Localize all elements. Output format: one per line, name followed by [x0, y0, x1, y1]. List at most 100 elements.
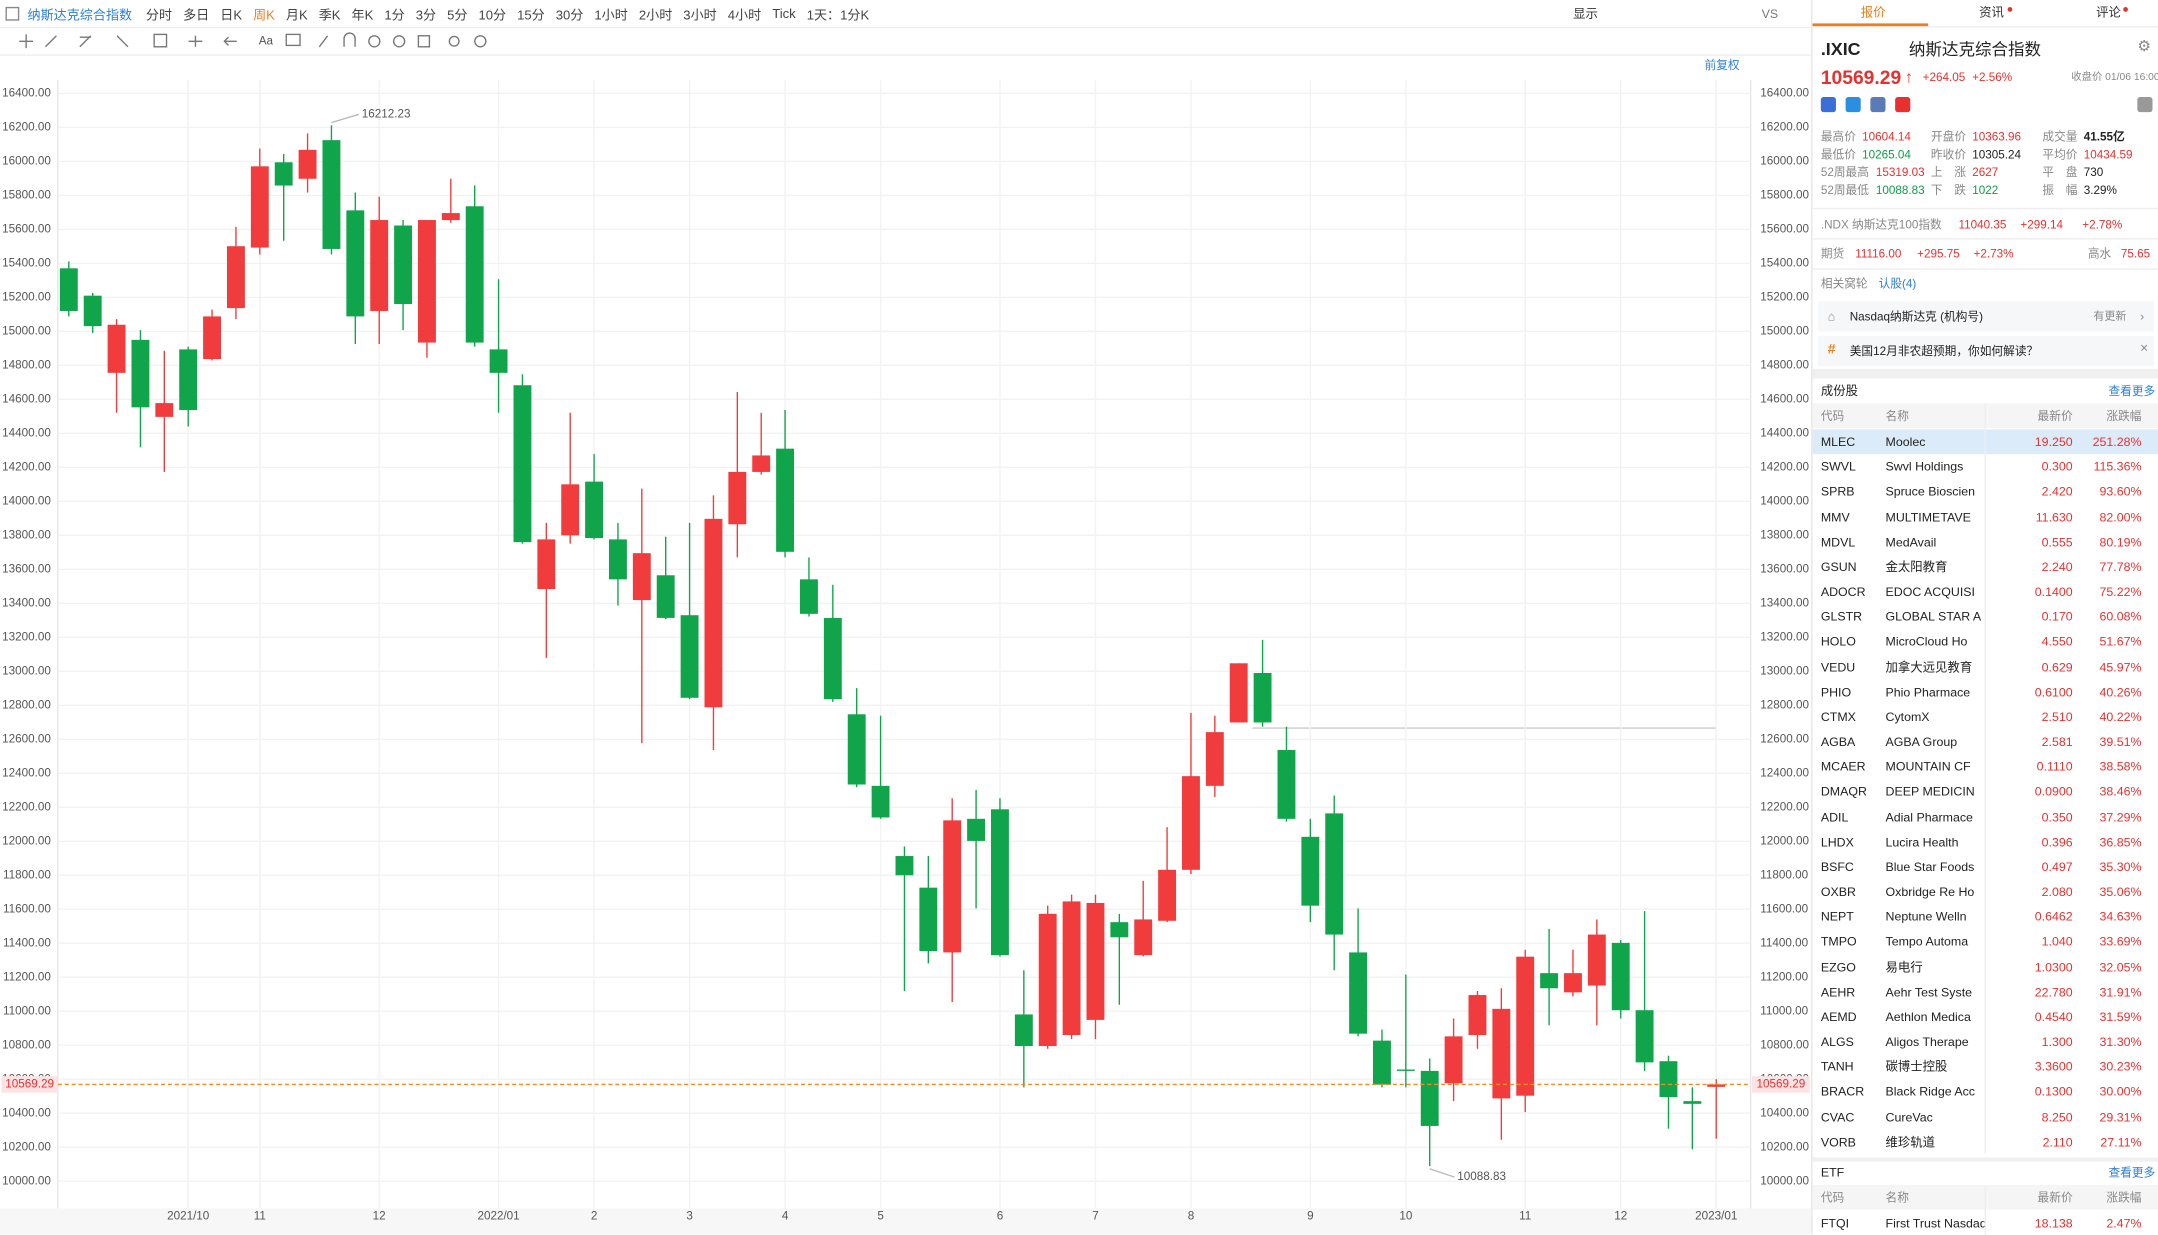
stock-name[interactable]: DEEP MEDICIN [1885, 784, 1975, 799]
futures-label[interactable]: 期货 [1820, 246, 1845, 261]
close-icon[interactable]: × [2140, 341, 2149, 357]
period-tab[interactable]: 3小时 [683, 8, 717, 24]
stock-name[interactable]: Tempo Automa [1885, 935, 1969, 949]
stock-code[interactable]: EZGO [1820, 960, 1856, 974]
stock-name[interactable]: First Trust Nasdaq [1885, 1216, 1985, 1231]
stock-name[interactable]: Black Ridge Acc [1885, 1085, 1976, 1099]
stock-code[interactable]: HOLO [1820, 634, 1856, 649]
panel-tab[interactable]: 评论 [2096, 5, 2121, 20]
period-tab[interactable]: 季K [318, 8, 341, 24]
stock-name[interactable]: Moolec [1885, 434, 1926, 449]
table-header[interactable]: 名称 [1885, 408, 1909, 423]
table-header[interactable]: 涨跌幅 [2106, 408, 2142, 423]
stock-code[interactable]: MCAER [1820, 759, 1866, 774]
stock-code[interactable]: AGBA [1820, 734, 1856, 749]
period-tab[interactable]: 周K [253, 8, 275, 24]
stock-name[interactable]: Blue Star Foods [1885, 860, 1975, 874]
stock-name[interactable]: Aehr Test Syste [1885, 985, 1973, 999]
stock-name[interactable]: Phio Pharmace [1885, 684, 1971, 699]
period-tab[interactable]: 2小时 [638, 8, 673, 24]
period-tab[interactable]: 1分 [384, 8, 405, 24]
separator[interactable] [1818, 301, 2154, 332]
bell-icon[interactable] [2137, 97, 2153, 113]
panel-tab[interactable]: 报价 [1860, 5, 1886, 20]
period-tab[interactable]: Tick [772, 6, 796, 22]
market-icon[interactable] [1845, 97, 1861, 113]
stock-code[interactable]: ALGS [1820, 1035, 1854, 1049]
table-header[interactable]: 涨跌幅 [2106, 1190, 2142, 1205]
stock-code[interactable]: FTQI [1820, 1216, 1850, 1231]
stock-name[interactable]: EDOC ACQUISI [1885, 584, 1975, 599]
display-menu[interactable]: 显示 [1573, 6, 1598, 21]
stock-code[interactable]: SWVL [1820, 459, 1856, 474]
stock-code[interactable]: NEPT [1820, 910, 1854, 924]
period-tab[interactable]: 多日 [183, 8, 210, 24]
stock-code[interactable]: DMAQR [1820, 784, 1867, 799]
instrument[interactable]: 纳斯达克综合指数 [27, 8, 133, 24]
market-icon[interactable] [1870, 97, 1886, 113]
period-tab[interactable]: 年K [351, 8, 374, 24]
stock-code[interactable]: VEDU [1820, 659, 1856, 674]
stock-code[interactable]: MDVL [1820, 534, 1856, 549]
stock-code[interactable]: PHIO [1820, 684, 1852, 699]
more-link[interactable]: 查看更多 [2108, 383, 2156, 398]
stock-name[interactable]: GLOBAL STAR A [1885, 609, 1982, 624]
adjust-label[interactable]: 前复权 [1705, 58, 1740, 72]
table-header[interactable]: 名称 [1885, 1190, 1909, 1205]
stock-name[interactable]: MOUNTAIN CF [1885, 759, 1971, 774]
stock-code[interactable]: VORB [1820, 1135, 1856, 1149]
stock-name[interactable]: 碳博士控股 [1885, 1060, 1948, 1074]
period-tab[interactable]: 10分 [478, 8, 507, 24]
more-link[interactable]: 查看更多 [2108, 1165, 2156, 1180]
ndx-label[interactable]: .NDX 纳斯达克100指数 [1820, 217, 1942, 232]
stock-name[interactable]: CureVac [1885, 1110, 1933, 1124]
stock-name[interactable]: Oxbridge Re Ho [1885, 885, 1975, 899]
stock-code[interactable]: MLEC [1820, 434, 1856, 449]
stock-name[interactable]: AGBA Group [1885, 734, 1958, 749]
table-header[interactable]: 代码 [1820, 408, 1845, 423]
stock-name[interactable]: Aethlon Medica [1885, 1010, 1971, 1024]
stock-code[interactable]: GLSTR [1820, 609, 1863, 624]
panel-tab[interactable]: 资讯 [1979, 5, 2004, 20]
stock-code[interactable]: GSUN [1820, 559, 1857, 574]
text-tool[interactable]: Aa [259, 34, 274, 47]
period-tab[interactable]: 5分 [447, 8, 468, 24]
stock-name[interactable]: Adial Pharmace [1885, 810, 1973, 824]
stock-code[interactable]: SPRB [1820, 484, 1855, 499]
stock-code[interactable]: ADIL [1820, 810, 1849, 824]
market-icon[interactable] [1895, 97, 1911, 113]
period-tab[interactable]: 日K [220, 8, 243, 24]
topic[interactable]: 美国12月非农超预期，你如何解读？ [1849, 344, 2039, 358]
period-tab[interactable]: 30分 [555, 8, 584, 24]
account-name[interactable]: Nasdaq纳斯达克 (机构号) [1849, 309, 1983, 324]
stock-name[interactable]: Spruce Bioscien [1885, 484, 1976, 499]
stock-code[interactable]: LHDX [1820, 835, 1854, 849]
period-tab[interactable]: 月K [285, 8, 308, 24]
stock-code[interactable]: AEHR [1820, 985, 1856, 999]
stock-code[interactable]: OXBR [1820, 885, 1856, 899]
stock-code[interactable]: ADOCR [1820, 584, 1866, 599]
stock-code[interactable]: BRACR [1820, 1085, 1865, 1099]
warrants-link[interactable]: 认股(4) [1878, 276, 1917, 291]
stock-code[interactable]: CTMX [1820, 709, 1856, 724]
period-tab[interactable]: 3分 [415, 8, 437, 24]
stock-name[interactable]: 维珍轨道 [1885, 1135, 1936, 1149]
table-header[interactable]: 代码 [1820, 1190, 1845, 1205]
stock-name[interactable]: MicroCloud Ho [1885, 634, 1968, 649]
table-header[interactable]: 最新价 [2037, 408, 2073, 423]
stock-code[interactable]: CVAC [1820, 1110, 1855, 1124]
stock-code[interactable]: BSFC [1820, 860, 1854, 874]
stock-code[interactable]: AEMD [1820, 1010, 1857, 1024]
period-tab[interactable]: 15分 [517, 8, 545, 24]
stock-name[interactable]: Neptune Welln [1885, 910, 1967, 924]
market-icon[interactable] [1820, 97, 1836, 113]
stock-name[interactable]: 金太阳教育 [1885, 559, 1948, 574]
stock-name[interactable]: MedAvail [1885, 534, 1937, 549]
stock-name[interactable]: CytomX [1885, 709, 1930, 724]
checkbox[interactable] [5, 6, 20, 21]
stock-name[interactable]: Swvl Holdings [1885, 459, 1964, 474]
period-tab[interactable]: 分时 [145, 8, 173, 24]
stock-name[interactable]: 加拿大远见教育 [1885, 659, 1973, 674]
period-tab[interactable]: 4小时 [727, 8, 762, 24]
period-tab[interactable]: 1小时 [594, 8, 628, 24]
